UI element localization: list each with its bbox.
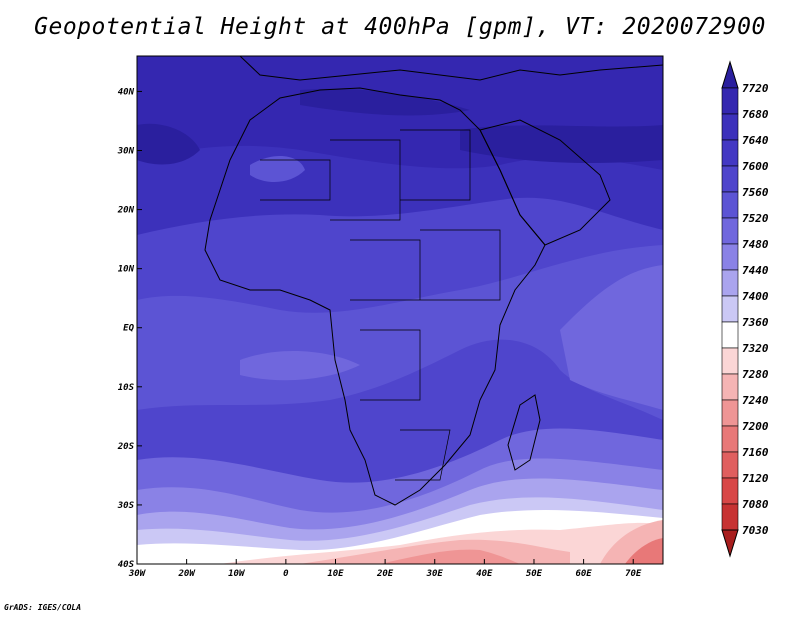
colorbar-label: 7680: [742, 108, 769, 121]
colorbar-label: 7600: [742, 160, 769, 173]
colorbar-swatch: [721, 295, 739, 323]
colorbar-label: 7480: [742, 238, 769, 251]
colorbar-label: 7240: [742, 394, 769, 407]
x-tick-label: 30W: [128, 569, 147, 579]
y-tick-label: EQ: [123, 324, 134, 334]
colorbar-bottom-triangle: [721, 529, 739, 558]
y-tick-label: 30S: [117, 501, 135, 511]
colorbar-swatch: [721, 373, 739, 401]
x-axis: 30W 20W 10W 0 10E 20E 30E 40E 50E 60E 70E: [128, 559, 642, 579]
colorbar-label: 7720: [742, 82, 769, 95]
colorbar-swatch: [721, 503, 739, 531]
x-tick-label: 10E: [327, 569, 344, 579]
colorbar-label: 7400: [742, 290, 769, 303]
colorbar-swatch: [721, 399, 739, 427]
plot-frame: [136, 55, 664, 565]
x-tick-label: 20E: [376, 569, 394, 579]
colorbar-label: 7320: [742, 342, 769, 355]
y-tick-label: 20N: [117, 206, 135, 216]
colorbar-swatch: [721, 347, 739, 375]
colorbar-label: 7030: [742, 524, 769, 537]
colorbar-swatch: [721, 191, 739, 219]
y-tick-label: 40S: [118, 560, 135, 570]
x-tick-label: 70E: [625, 569, 642, 579]
colorbar-swatch: [721, 87, 739, 115]
x-tick-label: 50E: [526, 569, 543, 579]
colorbar-label: 7360: [742, 316, 769, 329]
y-tick-label: 10S: [118, 383, 135, 393]
y-tick-label: 30N: [117, 147, 135, 157]
credit-text: GrADS: IGES/COLA: [4, 603, 82, 612]
colorbar-swatch: [721, 477, 739, 505]
x-tick-label: 20W: [177, 569, 196, 579]
colorbar-swatch: [721, 165, 739, 193]
x-tick-label: 0: [283, 569, 289, 579]
colorbar-swatch: [721, 217, 739, 245]
y-tick-label: 10N: [118, 265, 135, 275]
colorbar-swatch: [721, 243, 739, 271]
colorbar-swatch: [721, 139, 739, 167]
colorbar-label: 7120: [742, 472, 769, 485]
colorbar-swatch: [721, 269, 739, 297]
x-tick-label: 10W: [228, 569, 246, 579]
colorbar-label: 7200: [742, 420, 769, 433]
contour-field: [137, 56, 663, 564]
colorbar-swatch: [721, 425, 739, 453]
x-tick-label: 30E: [426, 569, 444, 579]
colorbar-label: 7560: [742, 186, 769, 199]
colorbar: 7720 7680 7640 7600 7560 7520 7480 7440 7400 7360…: [721, 60, 769, 558]
y-axis: 40N 30N 20N 10N EQ 10S 20S 30S 40S: [117, 87, 142, 570]
y-tick-label: 40N: [118, 87, 135, 97]
colorbar-top-triangle: [721, 60, 739, 89]
colorbar-swatch: [721, 321, 739, 349]
y-tick-label: 20S: [117, 442, 135, 452]
x-tick-label: 40E: [476, 569, 493, 579]
colorbar-swatch: [721, 113, 739, 141]
colorbar-label: 7280: [742, 368, 769, 381]
colorbar-swatch: [721, 451, 739, 479]
colorbar-label: 7640: [742, 134, 769, 147]
chart-title: Geopotential Height at 400hPa [gpm], VT:…: [34, 14, 766, 40]
colorbar-label: 7440: [742, 264, 769, 277]
colorbar-label: 7160: [742, 446, 769, 459]
colorbar-label: 7080: [742, 498, 769, 511]
x-tick-label: 60E: [575, 569, 592, 579]
colorbar-label: 7520: [742, 212, 769, 225]
